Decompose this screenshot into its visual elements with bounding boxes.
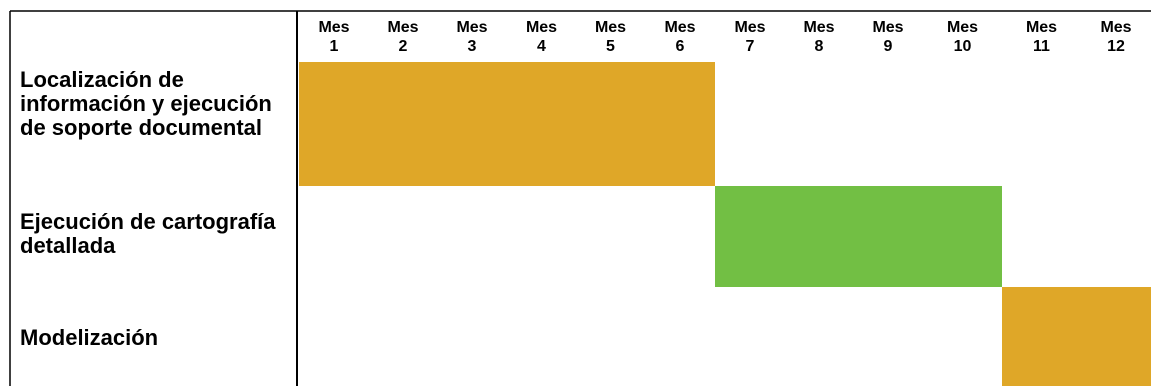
task-bar-2 [1002,287,1151,386]
month-label-10: Mes 10 [947,19,978,55]
task-label-2: Modelización [20,325,159,350]
month-label-4: Mes 4 [526,19,557,55]
month-label-7: Mes 7 [734,19,765,55]
task-label-0: Localización de información y ejecución … [20,67,272,140]
month-label-9: Mes 9 [872,19,903,55]
month-label-5: Mes 5 [595,19,626,55]
month-label-1: Mes 1 [318,19,349,55]
month-label-6: Mes 6 [664,19,695,55]
month-label-12: Mes 12 [1100,19,1131,55]
month-label-8: Mes 8 [803,19,834,55]
task-bar-1 [715,186,1002,287]
month-label-2: Mes 2 [387,19,418,55]
month-label-3: Mes 3 [456,19,487,55]
task-bar-0 [299,62,715,186]
month-labels: Mes 1 Mes 2 Mes 3 Mes 4 Mes 5 Mes 6 Mes 7 Mes 8 Mes 9 Mes 1… [318,19,1131,55]
task-label-1: Ejecución de cartografía detallada [20,209,276,258]
month-label-11: Mes 11 [1026,19,1057,55]
task-bars [299,62,1151,386]
